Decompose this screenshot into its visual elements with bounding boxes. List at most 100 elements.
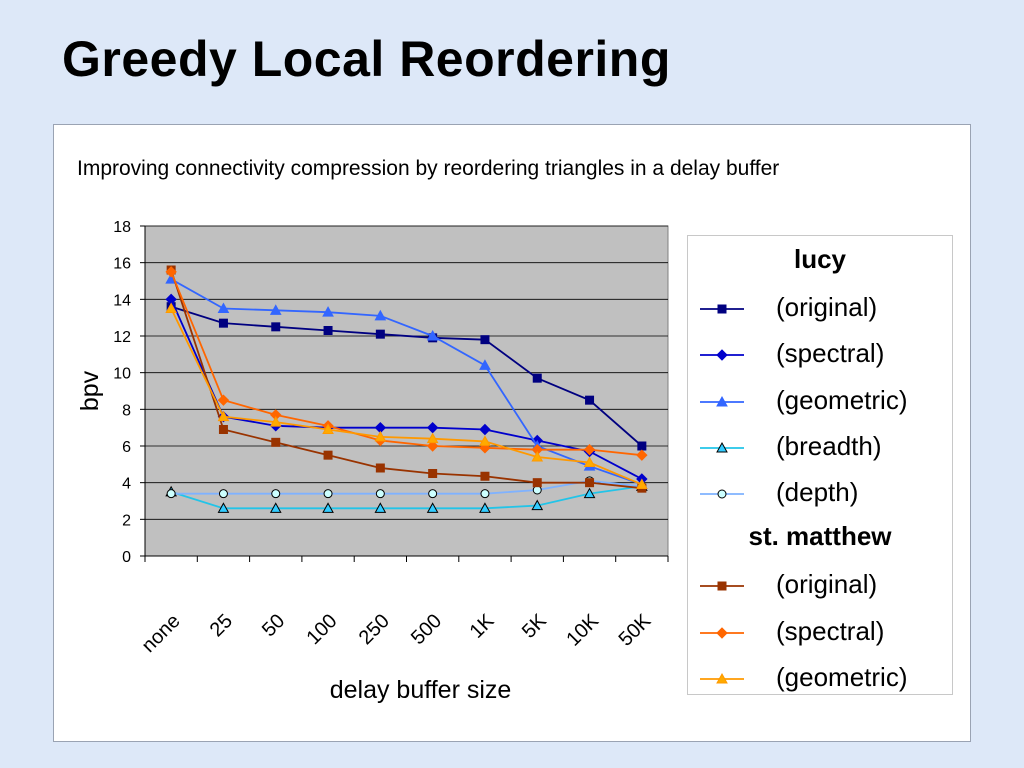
data-point bbox=[217, 410, 230, 422]
data-point bbox=[480, 471, 490, 481]
data-point bbox=[426, 432, 439, 444]
legend-group-title: st. matthew bbox=[748, 521, 892, 552]
x-tick-label: 10K bbox=[562, 610, 603, 651]
legend-entry: (spectral) bbox=[688, 336, 952, 376]
data-point bbox=[374, 502, 387, 513]
data-point bbox=[583, 487, 596, 499]
data-point bbox=[637, 441, 647, 451]
legend-marker bbox=[717, 581, 727, 591]
data-point bbox=[323, 489, 333, 499]
y-axis-label: bpv bbox=[76, 370, 104, 411]
legend-marker bbox=[716, 395, 728, 407]
legend-swatch bbox=[700, 489, 744, 499]
data-point bbox=[585, 395, 595, 405]
series-lucy-geometric- bbox=[165, 273, 648, 489]
plot-area bbox=[144, 225, 669, 557]
legend-marker bbox=[716, 626, 728, 639]
data-point bbox=[218, 425, 228, 434]
data-point bbox=[218, 489, 228, 499]
data-point bbox=[322, 502, 334, 513]
data-point bbox=[271, 437, 281, 447]
legend-label: (spectral) bbox=[776, 338, 885, 369]
legend-marker bbox=[717, 489, 727, 499]
legend-label: (original) bbox=[776, 569, 878, 600]
data-point bbox=[585, 478, 595, 488]
legend-group-title: lucy bbox=[793, 244, 847, 274]
data-point bbox=[480, 489, 490, 499]
data-point bbox=[217, 394, 230, 406]
series-line bbox=[170, 485, 642, 510]
legend-swatch bbox=[700, 349, 744, 362]
series-st-matthew-geometric- bbox=[165, 302, 648, 489]
data-point bbox=[165, 266, 177, 278]
data-point bbox=[532, 373, 542, 383]
data-point bbox=[323, 326, 333, 335]
data-point bbox=[375, 463, 385, 473]
data-point bbox=[165, 302, 177, 313]
legend-entry: (geometric) bbox=[688, 660, 952, 700]
data-point bbox=[428, 489, 438, 499]
legend-entry: (spectral) bbox=[688, 614, 952, 654]
series-line bbox=[170, 278, 643, 486]
series-line bbox=[170, 298, 643, 480]
chart-title: Improving connectivity compression by re… bbox=[77, 157, 780, 180]
legend-label: (geometric) bbox=[776, 384, 908, 415]
legend-entry: (breadth) bbox=[688, 429, 952, 469]
x-tick-label: 50K bbox=[615, 610, 656, 651]
legend-marker bbox=[716, 441, 728, 453]
data-point bbox=[426, 440, 439, 452]
series-line bbox=[170, 269, 642, 490]
y-tick-label: 0 bbox=[122, 549, 131, 566]
data-point bbox=[426, 502, 439, 513]
legend-label: (geometric) bbox=[776, 661, 908, 692]
series-line bbox=[170, 305, 643, 447]
legend-entry: (original) bbox=[688, 290, 952, 330]
series-line bbox=[171, 479, 642, 495]
data-point bbox=[323, 450, 333, 460]
data-point bbox=[480, 335, 490, 345]
y-tick-label: 16 bbox=[113, 256, 131, 273]
legend-marker bbox=[717, 304, 727, 314]
data-point bbox=[374, 430, 387, 442]
x-axis-label: delay buffer size bbox=[330, 676, 512, 704]
legend-swatch bbox=[700, 441, 744, 453]
data-point bbox=[428, 469, 438, 478]
legend-swatch bbox=[700, 626, 744, 639]
y-tick-label: 10 bbox=[113, 366, 131, 383]
data-point bbox=[217, 502, 230, 513]
data-point bbox=[166, 489, 176, 499]
chart-legend: lucy (original) (spectral) (geometric) (brea… bbox=[687, 235, 953, 695]
legend-label: (original) bbox=[776, 292, 878, 323]
data-point bbox=[374, 309, 387, 321]
legend-entry: (geometric) bbox=[688, 383, 952, 423]
legend-swatch bbox=[700, 672, 744, 684]
data-point bbox=[531, 499, 544, 511]
y-tick-label: 8 bbox=[122, 402, 131, 419]
data-point bbox=[479, 359, 491, 370]
y-tick-label: 14 bbox=[113, 292, 131, 309]
data-point bbox=[636, 449, 648, 461]
data-point bbox=[375, 489, 385, 499]
series-st-matthew-spectral- bbox=[165, 266, 648, 461]
y-tick-label: 6 bbox=[122, 439, 131, 456]
series-line bbox=[170, 308, 643, 486]
legend-swatch bbox=[700, 304, 744, 314]
legend-swatch bbox=[700, 395, 744, 407]
data-point bbox=[269, 502, 282, 513]
data-point bbox=[636, 478, 648, 489]
data-point bbox=[322, 306, 334, 317]
x-tick-label: 25 bbox=[206, 610, 237, 641]
data-point bbox=[583, 443, 596, 456]
y-tick-label: 4 bbox=[122, 476, 131, 493]
data-point bbox=[271, 322, 281, 332]
series-lucy-original- bbox=[166, 302, 647, 451]
x-tick-label: 5K bbox=[518, 610, 551, 643]
y-tick-label: 2 bbox=[122, 512, 131, 529]
legend-label: (spectral) bbox=[776, 615, 885, 646]
series-line bbox=[170, 271, 642, 457]
data-point bbox=[532, 485, 542, 495]
y-tick-label: 18 bbox=[113, 219, 131, 236]
data-point bbox=[322, 423, 334, 434]
x-tick-label: 1K bbox=[466, 610, 499, 643]
